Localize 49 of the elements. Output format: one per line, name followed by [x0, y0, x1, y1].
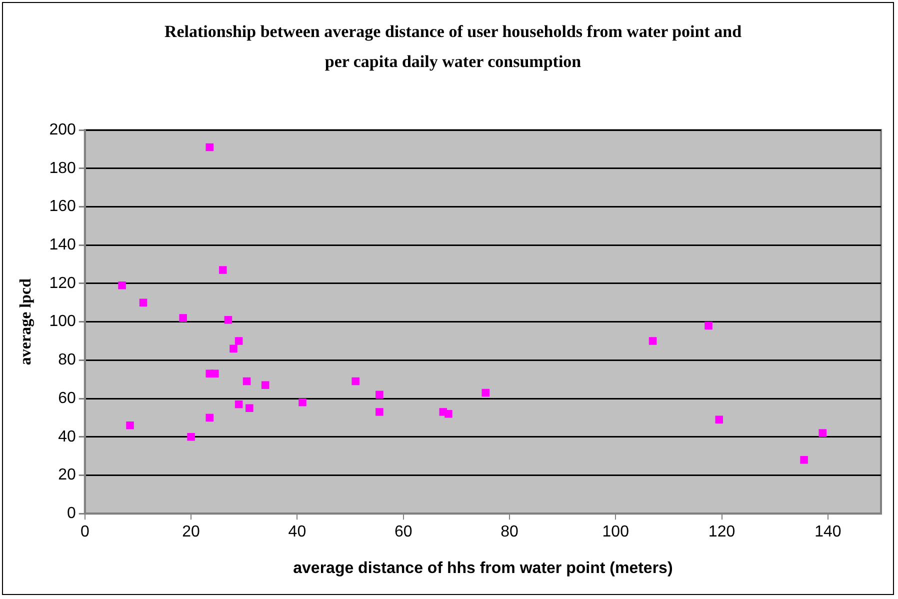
point: [376, 408, 384, 416]
point: [187, 432, 195, 441]
point: [818, 429, 827, 437]
x-tick-label: 20: [182, 524, 200, 541]
point: [234, 337, 243, 345]
point: [234, 400, 243, 408]
point: [219, 266, 227, 274]
point: [126, 421, 134, 430]
y-tick-label: 80: [58, 352, 76, 369]
y-tick-label: 200: [49, 121, 76, 138]
x-tick-label: 100: [602, 524, 630, 541]
point: [179, 314, 187, 322]
point: [211, 370, 219, 378]
y-tick-label: 160: [49, 198, 76, 216]
point: [376, 390, 384, 399]
point: [648, 337, 657, 345]
point: [261, 381, 270, 389]
x-axis-title: average distance of hhs from water point (meters): [293, 560, 673, 577]
point: [444, 410, 452, 418]
point: [139, 298, 148, 307]
point: [298, 398, 306, 406]
point: [206, 414, 214, 422]
y-tick-label: 40: [58, 428, 76, 446]
x-tick-label: 40: [288, 524, 306, 541]
point: [482, 388, 490, 397]
point: [206, 143, 214, 152]
point: [704, 322, 712, 330]
chart-title: Relationship between average distance of user households from water point and per capita daily water consumption: [163, 21, 743, 73]
y-tick-label: 140: [49, 236, 76, 254]
y-tick-label: 20: [58, 466, 76, 484]
x-tick-label: 60: [394, 524, 412, 541]
x-tick-label: 120: [708, 524, 736, 541]
point: [118, 281, 126, 290]
x-tick-label: 80: [500, 524, 518, 541]
point: [715, 416, 724, 424]
y-axis-title: average lpcd: [18, 278, 35, 366]
point: [246, 404, 254, 412]
y-tick-label: 100: [49, 313, 76, 330]
y-tick-label: 120: [49, 274, 76, 292]
point: [242, 377, 251, 386]
y-tick-label: 0: [66, 505, 76, 522]
point: [352, 377, 360, 386]
y-tick-label: 60: [58, 390, 76, 407]
x-tick-label: 140: [814, 524, 842, 541]
point: [224, 316, 232, 324]
point: [800, 456, 808, 464]
y-tick-label: 180: [49, 160, 76, 177]
x-tick-label: 0: [80, 524, 90, 541]
point: [230, 344, 238, 353]
